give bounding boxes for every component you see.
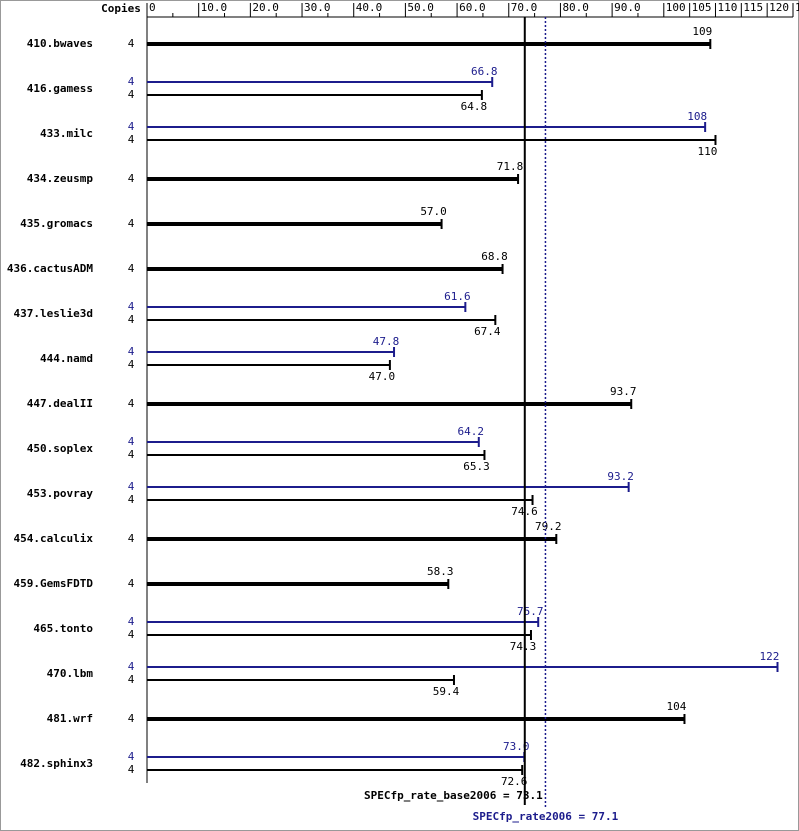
x-tick-label: 110 [717,1,737,14]
value-label: 79.2 [535,520,562,533]
peak-reference-label: SPECfp_rate2006 = 77.1 [473,810,619,823]
value-label: 93.2 [607,470,634,483]
copies-label: 4 [128,217,135,230]
value-label: 108 [687,110,707,123]
copies-label: 4 [128,628,135,641]
x-tick-label: 80.0 [562,1,589,14]
x-tick-label: 115 [743,1,763,14]
value-label: 71.8 [497,160,524,173]
value-label: 57.0 [420,205,447,218]
value-label: 104 [667,700,687,713]
copies-label: 4 [128,448,135,461]
benchmark-name: 482.sphinx3 [20,757,93,770]
value-label: 47.0 [369,370,396,383]
value-label: 66.8 [471,65,498,78]
value-label: 72.6 [501,775,528,788]
value-label: 73.0 [503,740,530,753]
copies-label: 4 [128,262,135,275]
benchmark-name: 465.tonto [33,622,93,635]
benchmark-name: 435.gromacs [20,217,93,230]
x-tick-label: 120 [769,1,789,14]
copies-label: 4 [128,660,135,673]
copies-label: 4 [128,75,135,88]
value-label: 68.8 [481,250,508,263]
value-label: 122 [760,650,780,663]
x-tick-label: 105 [692,1,712,14]
value-label: 109 [692,25,712,38]
copies-label: 4 [128,358,135,371]
benchmark-name: 453.povray [27,487,94,500]
x-tick-label: 60.0 [459,1,486,14]
copies-label: 4 [128,88,135,101]
benchmark-name: 416.gamess [27,82,93,95]
value-label: 58.3 [427,565,454,578]
base-reference-label: SPECfp_rate_base2006 = 73.1 [364,789,543,802]
benchmark-name: 444.namd [40,352,93,365]
copies-label: 4 [128,313,135,326]
copies-label: 4 [128,712,135,725]
x-tick-label: 30.0 [304,1,331,14]
value-label: 67.4 [474,325,501,338]
copies-label: 4 [128,532,135,545]
benchmark-name: 436.cactusADM [7,262,93,275]
benchmark-name: 437.leslie3d [14,307,93,320]
x-tick-label: 20.0 [252,1,278,14]
copies-label: 4 [128,133,135,146]
value-label: 61.6 [444,290,471,303]
copies-label: 4 [128,763,135,776]
copies-label: 4 [128,577,135,590]
value-label: 75.7 [517,605,544,618]
benchmark-name: 481.wrf [47,712,93,725]
copies-label: 4 [128,397,135,410]
benchmark-name: 410.bwaves [27,37,93,50]
copies-label: 4 [128,172,135,185]
benchmark-name: 450.soplex [27,442,94,455]
copies-label: 4 [128,300,135,313]
benchmark-name: 434.zeusmp [27,172,94,185]
copies-label: 4 [128,750,135,763]
benchmark-name: 459.GemsFDTD [14,577,94,590]
value-label: 74.3 [510,640,537,653]
benchmark-name: 470.lbm [47,667,94,680]
value-label: 64.2 [458,425,485,438]
copies-label: 4 [128,615,135,628]
benchmark-name: 454.calculix [14,532,94,545]
x-tick-label: 40.0 [356,1,383,14]
copies-label: 4 [128,345,135,358]
value-label: 65.3 [463,460,490,473]
value-label: 59.4 [433,685,460,698]
copies-label: 4 [128,37,135,50]
copies-label: 4 [128,673,135,686]
x-tick-label: 50.0 [407,1,434,14]
copies-label: 4 [128,120,135,133]
x-tick-label: 0 [149,1,156,14]
benchmark-name: 433.milc [40,127,93,140]
copies-label: 4 [128,493,135,506]
x-tick-label: 70.0 [511,1,538,14]
x-tick-label: 90.0 [614,1,641,14]
x-tick-label: 125 [795,1,799,14]
value-label: 93.7 [610,385,637,398]
x-tick-label: 10.0 [201,1,228,14]
copies-label: 4 [128,435,135,448]
value-label: 47.8 [373,335,400,348]
x-tick-label: 100 [666,1,686,14]
copies-header: Copies [101,2,141,15]
value-label: 110 [698,145,718,158]
benchmark-name: 447.dealII [27,397,93,410]
value-label: 64.8 [461,100,488,113]
copies-label: 4 [128,480,135,493]
